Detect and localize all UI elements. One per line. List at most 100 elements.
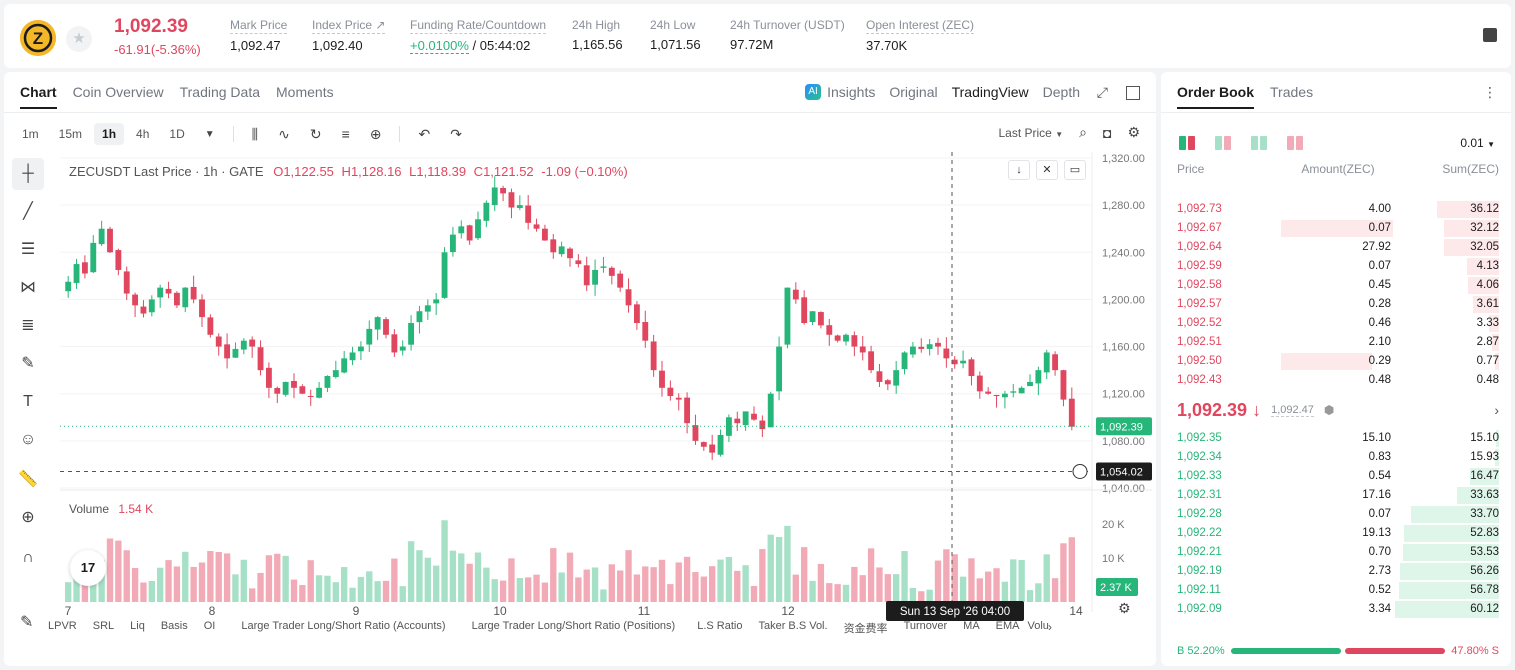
tab-tradingview[interactable]: TradingView [951,84,1029,100]
crosshair-tool-icon[interactable]: ┼ [12,158,44,190]
ask-row[interactable]: 1,092.51 2.10 2.87 [1161,333,1511,352]
ask-row[interactable]: 1,092.58 0.45 4.06 [1161,276,1511,295]
volume-bar [1010,559,1017,602]
bid-row[interactable]: 1,092.34 0.83 15.93 [1161,448,1511,467]
collapse-icon[interactable]: ✕ [1036,160,1058,180]
tab-trading-data[interactable]: Trading Data [179,84,261,100]
text-tool-icon[interactable]: T [23,393,33,410]
price-chart[interactable]: 1,320.00 1,280.00 1,240.00 1,200.00 1,160.00… [60,152,1152,622]
horizontal-lines-tool-icon[interactable]: ☰ [20,241,36,258]
bid-row[interactable]: 1,092.33 0.54 16.47 [1161,467,1511,486]
ask-row[interactable]: 1,092.73 4.00 36.12 [1161,200,1511,219]
bid-row[interactable]: 1,092.19 2.73 56.26 [1161,562,1511,581]
zoom-in-tool-icon[interactable]: ⊕ [21,509,35,526]
view-split-icon[interactable] [1215,136,1231,150]
search-icon[interactable]: ⌕ [1079,124,1087,140]
add-alert-icon[interactable]: ⊕ [369,125,382,142]
view-bids-icon[interactable] [1251,136,1267,150]
tab-order-book[interactable]: Order Book [1177,84,1255,109]
tab-original[interactable]: Original [889,84,938,100]
view-asks-icon[interactable] [1287,136,1303,150]
scroll-down-icon[interactable]: ↓ [1008,160,1030,180]
window-icon[interactable] [1126,86,1140,100]
templates-icon[interactable]: ≡ [341,126,350,142]
tab-insights[interactable]: Insights [827,84,876,100]
fib-tool-icon[interactable]: ≣ [21,317,35,334]
indicator-volume[interactable]: Volu [1027,620,1049,632]
indicators-icon[interactable]: ∿ [278,125,290,142]
interval-15m[interactable]: 15m [58,127,83,141]
undo-icon[interactable]: ↶ [418,125,431,142]
maximize-icon[interactable]: ▭ [1064,160,1086,180]
ask-row[interactable]: 1,092.57 0.28 3.61 [1161,295,1511,314]
tab-trades[interactable]: Trades [1270,84,1314,100]
volume-bar [123,550,130,602]
redo-icon[interactable]: ↷ [450,125,462,142]
indicator-ls-accounts[interactable]: Large Trader Long/Short Ratio (Accounts) [241,620,446,632]
edit-icon[interactable]: ✎ [20,614,34,631]
ask-row[interactable]: 1,092.59 0.07 4.13 [1161,257,1511,276]
ask-row[interactable]: 1,092.67 0.07 32.12 [1161,219,1511,238]
indicator-srl[interactable]: SRL [92,620,115,632]
stat-index-price[interactable]: Index Price ↗ 1,092.40 [312,18,386,53]
pattern-tool-icon[interactable]: ⋈ [20,279,36,296]
bid-row[interactable]: 1,092.21 0.70 53.53 [1161,543,1511,562]
indicator-lpvr[interactable]: LPVR [48,620,77,632]
volume-tick-label: 20 K [1102,519,1125,531]
camera-icon[interactable]: ◘ [1102,124,1112,141]
emoji-tool-icon[interactable]: ☺ [19,431,37,448]
chevron-right-icon[interactable]: › [1048,620,1052,634]
notes-icon[interactable] [1483,28,1497,42]
tab-depth[interactable]: Depth [1042,84,1080,100]
bid-row[interactable]: 1,092.11 0.52 56.78 [1161,581,1511,600]
indicator-basis[interactable]: Basis [160,620,188,632]
indicator-ls-ratio[interactable]: L.S Ratio [697,620,743,632]
indicator-funding-rate[interactable]: 资金费率 [843,623,888,635]
indicator-liq[interactable]: Liq [130,620,145,632]
more-menu-icon[interactable]: ⋮ [1483,84,1497,100]
brush-tool-icon[interactable]: ✎ [21,355,35,372]
indicator-ema[interactable]: EMA [995,620,1020,632]
chart-settings-icon[interactable]: ⚙ [1118,600,1131,616]
indicator-oi[interactable]: OI [203,620,216,632]
bid-row[interactable]: 1,092.22 19.13 52.83 [1161,524,1511,543]
expand-icon[interactable]: ⤢ [1096,84,1108,100]
chevron-right-icon[interactable]: › [1494,402,1499,418]
tradingview-logo[interactable]: 17 [70,550,106,586]
candle-style-icon[interactable]: ⫼ [251,125,259,142]
tab-moments[interactable]: Moments [276,84,334,100]
indicator-turnover[interactable]: Turnover [903,620,948,632]
tab-chart[interactable]: Chart [20,84,57,109]
interval-1h[interactable]: 1h [94,123,125,145]
indicator-ma[interactable]: MA [963,620,980,632]
bid-row[interactable]: 1,092.28 0.07 33.70 [1161,505,1511,524]
stat-24h-low: 24h Low 1,071.56 [650,18,701,52]
bid-row[interactable]: 1,092.31 17.16 33.63 [1161,486,1511,505]
tab-coin-overview[interactable]: Coin Overview [72,84,164,100]
magnet-tool-icon[interactable]: ∩ [22,549,34,566]
indicator-ls-positions[interactable]: Large Trader Long/Short Ratio (Positions… [471,620,676,632]
bid-row[interactable]: 1,092.35 15.10 15.10 [1161,429,1511,448]
ruler-tool-icon[interactable]: 📏 [18,471,38,488]
ask-row[interactable]: 1,092.64 27.92 32.05 [1161,238,1511,257]
ask-row[interactable]: 1,092.52 0.46 3.33 [1161,314,1511,333]
refresh-icon[interactable]: ↻ [309,125,322,142]
interval-dropdown-icon[interactable]: ▼ [204,128,215,140]
sum: 56.26 [1470,565,1499,577]
bid-row[interactable]: 1,092.09 3.34 60.12 [1161,600,1511,619]
precision-select[interactable]: 0.01 ▼ [1460,136,1495,150]
volume-bar [148,580,155,602]
ask-row[interactable]: 1,092.43 0.48 0.48 [1161,371,1511,390]
price: 1,092.52 [1177,317,1222,329]
interval-1m[interactable]: 1m [22,127,39,141]
price-type-select[interactable]: Last Price ▼ [998,125,1064,140]
interval-1d[interactable]: 1D [169,127,185,141]
interval-4h[interactable]: 4h [136,127,150,141]
favorite-star-icon[interactable]: ★ [66,26,92,52]
settings-icon[interactable]: ⚙ [1127,124,1140,140]
view-both-icon[interactable] [1179,136,1195,150]
ask-row[interactable]: 1,092.50 0.29 0.77 [1161,352,1511,371]
indicator-taker-vol[interactable]: Taker B.S Vol. [758,620,828,632]
trendline-tool-icon[interactable]: ╱ [23,203,33,220]
sum: 4.06 [1476,279,1499,291]
